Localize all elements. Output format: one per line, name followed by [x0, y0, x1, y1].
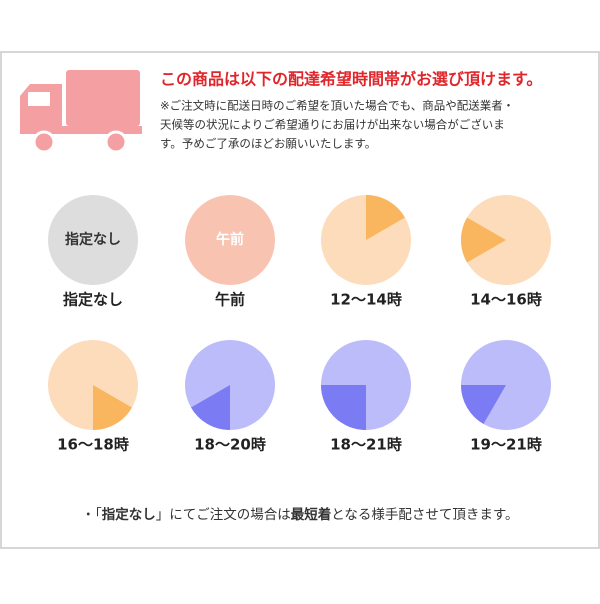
truck-icon — [20, 70, 142, 154]
slot-icon: 指定なし — [48, 195, 138, 285]
slot-label: 18～20時 — [194, 436, 266, 454]
icon-text: 午前 — [216, 231, 244, 248]
title: この商品は以下の配達希望時間帯がお選び頂けます。 — [160, 70, 542, 89]
slot-icon — [461, 340, 551, 430]
footer-text: 最短着 — [291, 506, 332, 523]
icon-text: 指定なし — [65, 231, 121, 248]
frame — [0, 51, 600, 549]
slot-icon — [461, 195, 551, 285]
slot-icon — [321, 340, 411, 430]
note-line: 天候等の状況によりご希望通りにお届けが出来ない場合がございま — [160, 118, 505, 132]
footer-text: ・「 — [82, 507, 103, 523]
footer-text: 」にてご注文の場合は — [156, 507, 291, 523]
slot-icon — [185, 340, 275, 430]
slot-icon — [48, 340, 138, 430]
slot-label: 指定なし — [63, 291, 123, 309]
slot-icon — [321, 195, 411, 285]
slot-label: 12～14時 — [330, 291, 402, 309]
slot-label: 18～21時 — [330, 436, 402, 454]
slot-label: 19～21時 — [470, 436, 542, 454]
note-line: ※ご注文時に配送日時のご希望を頂いた場合でも、商品や配送業者・ — [160, 99, 514, 113]
slot-label: 午前 — [215, 291, 245, 309]
footer-text: となる様手配させて頂きます。 — [331, 507, 518, 523]
slot-icon: 午前 — [185, 195, 275, 285]
footer-note: ・「指定なし」にてご注文の場合は最短着となる様手配させて頂きます。 — [82, 506, 519, 523]
slot-label: 14～16時 — [470, 291, 542, 309]
note-line: す。予めご了承のほどお願いいたします。 — [160, 137, 376, 151]
footer-text: 指定なし — [102, 506, 156, 523]
slot-label: 16～18時 — [57, 436, 129, 454]
